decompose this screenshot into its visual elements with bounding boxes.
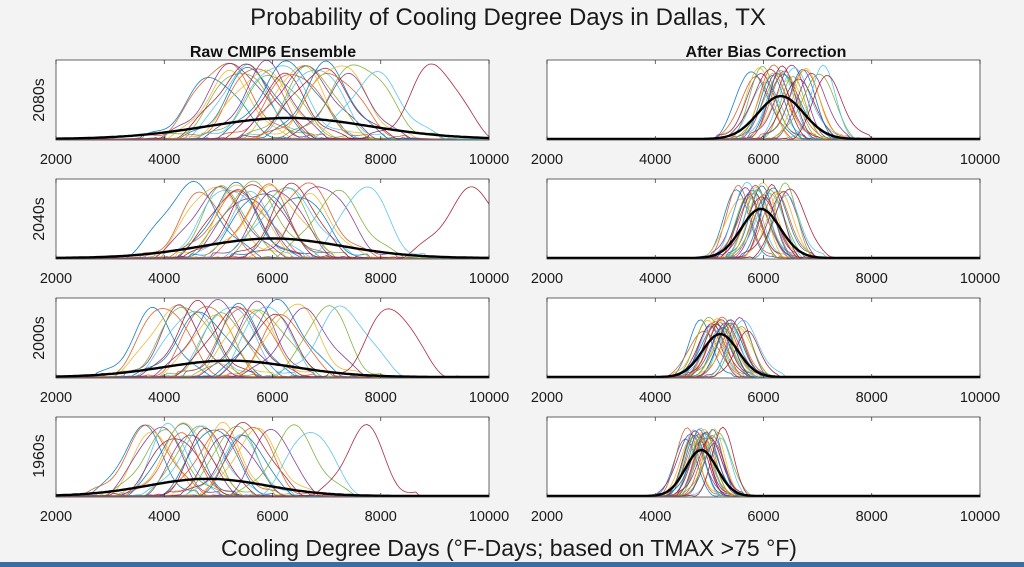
ensemble-mean-line [547, 94, 980, 140]
x-tick-label: 2000 [531, 152, 563, 168]
x-tick-label: 10000 [469, 271, 509, 287]
axes-background [547, 60, 980, 140]
panel-grid: 2000 4000 6000 8000 10000 2000 4000 6000 8000 100… [40, 59, 1000, 525]
row-label-1960s: 1960s [31, 434, 48, 478]
x-tick-label: 6000 [747, 509, 779, 525]
x-tick-label: 8000 [856, 152, 888, 168]
ensemble-mean-line [56, 237, 489, 259]
x-tick-label: 2000 [531, 390, 563, 406]
x-tick-label: 2000 [40, 390, 72, 406]
plot-area [56, 180, 489, 259]
x-tick-label: 6000 [747, 152, 779, 168]
x-tick-label: 8000 [365, 152, 397, 168]
axes-background [547, 298, 980, 378]
x-tick-label: 4000 [639, 390, 671, 406]
x-tick-label: 6000 [747, 390, 779, 406]
row-label-2000s: 2000s [31, 316, 48, 360]
x-tick-label: 4000 [148, 152, 180, 168]
x-tick-label: 8000 [856, 390, 888, 406]
x-tick-label: 10000 [960, 152, 1000, 168]
column-title-raw: Raw CMIP6 Ensemble [190, 44, 356, 61]
ensemble-mean-line [56, 359, 489, 378]
x-tick-label: 6000 [256, 271, 288, 287]
row-label-2080s: 2080s [31, 78, 48, 122]
x-tick-label: 2000 [40, 509, 72, 525]
x-tick-label: 8000 [365, 390, 397, 406]
x-tick-label: 2000 [531, 271, 563, 287]
panel-2000s-corrected: 2000 4000 6000 8000 10000 [531, 297, 1000, 406]
panel-2040s-raw: 2000 4000 6000 8000 10000 [40, 178, 509, 287]
ensemble-mean-line [56, 116, 489, 140]
axes-background [56, 179, 489, 259]
x-tick-label: 10000 [960, 271, 1000, 287]
x-tick-label: 10000 [469, 390, 509, 406]
x-tick-label: 8000 [856, 509, 888, 525]
axes-background [547, 179, 980, 259]
plot-area [547, 181, 980, 259]
x-tick-label: 8000 [365, 509, 397, 525]
panel-1960s-corrected: 2000 4000 6000 8000 10000 [531, 416, 1000, 525]
x-tick-label: 4000 [639, 509, 671, 525]
panel-1960s-raw: 2000 4000 6000 8000 10000 [40, 416, 509, 525]
x-tick-label: 6000 [256, 509, 288, 525]
x-tick-label: 6000 [256, 390, 288, 406]
panel-2000s-raw: 2000 4000 6000 8000 10000 [40, 297, 509, 406]
panel-2080s-raw: 2000 4000 6000 8000 10000 [40, 59, 509, 168]
x-tick-label: 4000 [639, 271, 671, 287]
ensemble-mean-line [56, 477, 489, 497]
x-tick-label: 10000 [469, 509, 509, 525]
x-tick-label: 6000 [747, 271, 779, 287]
panel-2080s-corrected: 2000 4000 6000 8000 10000 [531, 59, 1000, 168]
plot-area [56, 421, 489, 497]
axes-background [56, 60, 489, 140]
x-tick-label: 4000 [148, 509, 180, 525]
panel-2040s-corrected: 2000 4000 6000 8000 10000 [531, 178, 1000, 287]
x-tick-label: 8000 [856, 271, 888, 287]
x-tick-label: 10000 [960, 390, 1000, 406]
x-tick-label: 4000 [148, 390, 180, 406]
x-tick-label: 4000 [148, 271, 180, 287]
figure-title: Probability of Cooling Degree Days in Da… [250, 4, 766, 31]
x-tick-label: 2000 [531, 509, 563, 525]
axes-background [56, 298, 489, 378]
x-tick-label: 6000 [256, 152, 288, 168]
axes-background [547, 417, 980, 497]
x-tick-label: 8000 [365, 271, 397, 287]
x-axis-label: Cooling Degree Days (°F-Days; based on T… [221, 535, 797, 561]
x-tick-label: 2000 [40, 152, 72, 168]
bottom-accent-bar [0, 562, 1024, 567]
column-title-corrected: After Bias Correction [686, 44, 847, 61]
row-label-2040s: 2040s [31, 197, 48, 241]
x-tick-label: 10000 [960, 509, 1000, 525]
x-tick-label: 4000 [639, 152, 671, 168]
ensemble-mean-line [547, 207, 980, 259]
x-tick-label: 2000 [40, 271, 72, 287]
plot-area [547, 64, 980, 140]
x-tick-label: 10000 [469, 152, 509, 168]
